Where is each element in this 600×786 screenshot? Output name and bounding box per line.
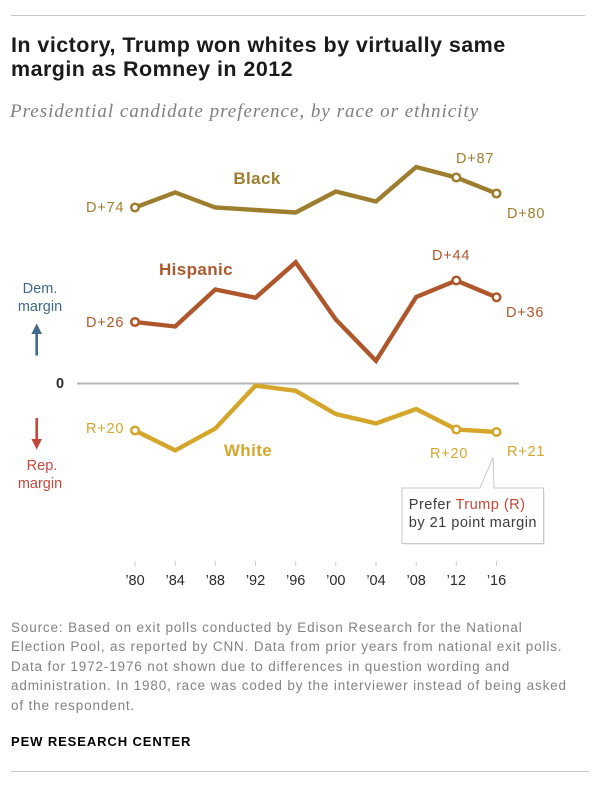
svg-text:0: 0 [56,376,64,392]
svg-text:D+80: D+80 [507,206,545,222]
svg-text:Dem.: Dem. [23,281,58,297]
svg-text:D+36: D+36 [506,305,544,321]
svg-text:’16: ’16 [487,573,506,589]
svg-text:’12: ’12 [447,573,466,589]
svg-text:D+26: D+26 [86,315,124,331]
svg-text:margin: margin [18,299,62,315]
svg-text:’88: ’88 [206,573,225,589]
svg-text:Prefer Trump (R): Prefer Trump (R) [409,497,526,513]
svg-text:’92: ’92 [246,573,265,589]
svg-text:D+87: D+87 [456,151,494,167]
svg-text:’84: ’84 [166,573,185,589]
svg-text:’04: ’04 [366,573,385,589]
svg-text:Black: Black [233,169,281,188]
svg-text:’80: ’80 [125,573,144,589]
svg-text:D+44: D+44 [432,248,470,264]
svg-text:R+20: R+20 [430,446,468,462]
svg-text:by 21 point margin: by 21 point margin [409,515,537,531]
svg-text:Rep.: Rep. [27,458,58,474]
svg-text:R+21: R+21 [507,444,545,460]
svg-text:R+20: R+20 [86,421,124,437]
svg-text:’08: ’08 [407,573,426,589]
svg-text:’00: ’00 [326,573,345,589]
svg-text:Hispanic: Hispanic [159,260,233,279]
svg-text:margin: margin [18,476,62,492]
svg-text:White: White [224,441,272,460]
svg-text:D+74: D+74 [86,200,124,216]
svg-text:’96: ’96 [286,573,305,589]
